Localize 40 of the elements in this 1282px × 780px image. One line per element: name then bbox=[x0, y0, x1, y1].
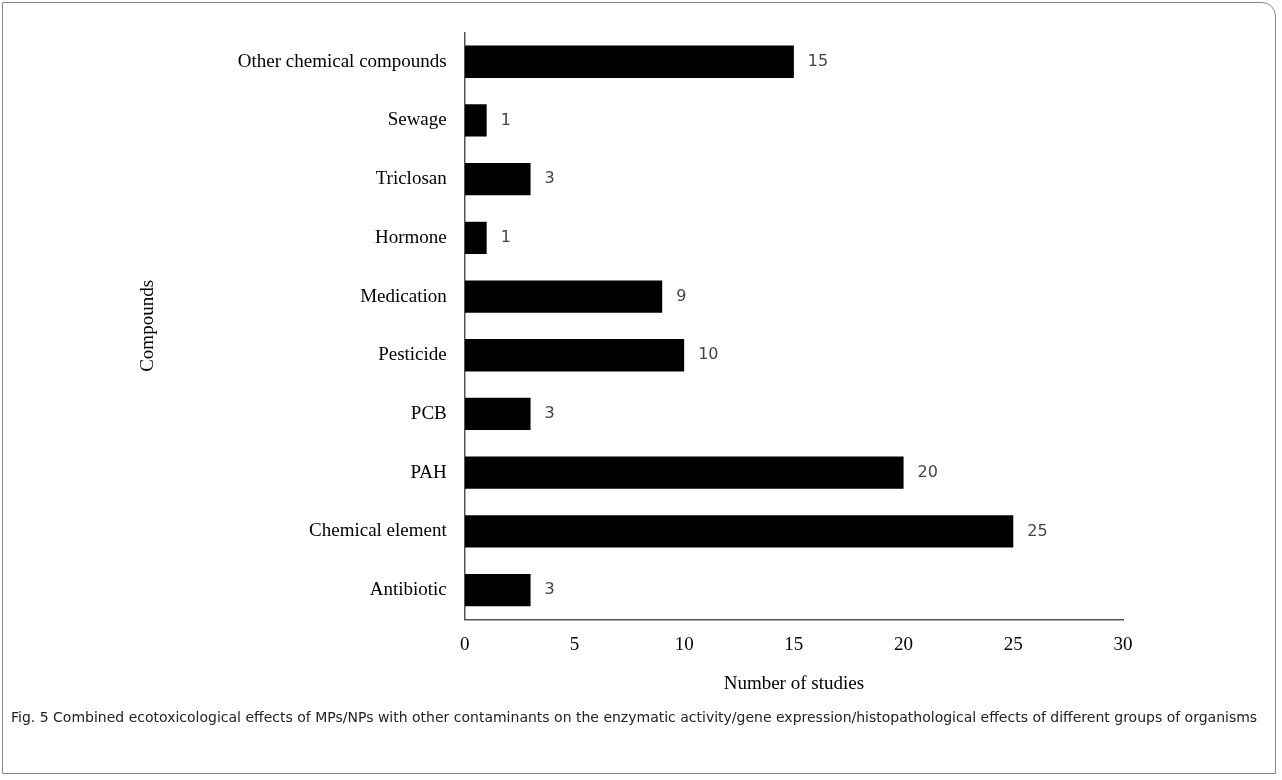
x-tick-label: 20 bbox=[894, 632, 914, 654]
bar bbox=[464, 573, 531, 607]
y-tick-label: Triclosan bbox=[375, 167, 448, 189]
y-tick-label: Antibiotic bbox=[369, 578, 447, 600]
y-tick-label: Hormone bbox=[374, 225, 447, 247]
x-tick-label: 25 bbox=[1003, 632, 1023, 654]
data-label: 25 bbox=[1027, 520, 1048, 540]
bar bbox=[464, 104, 487, 137]
caption: Fig. 5 Combined ecotoxicological effects of MPs/NPs with other contaminants on the enzymatic activity/gene expression/histopathological effects of different groups of organisms bbox=[11, 708, 1259, 727]
y-tick-label: Other chemical compounds bbox=[237, 49, 447, 71]
y-axis-title: Compounds bbox=[136, 279, 158, 372]
x-tick-label: 0 bbox=[459, 632, 470, 654]
data-label: 1 bbox=[500, 109, 511, 129]
data-label: 1 bbox=[500, 227, 511, 247]
data-label: 15 bbox=[807, 50, 829, 70]
data-label: 9 bbox=[676, 285, 687, 305]
y-tick-label: Chemical element bbox=[309, 519, 448, 541]
y-tick-label: PAH bbox=[410, 460, 448, 482]
data-label: 3 bbox=[544, 403, 555, 423]
bar bbox=[464, 515, 1014, 548]
x-tick-label: 15 bbox=[784, 632, 804, 654]
bar bbox=[464, 280, 663, 313]
x-tick-label: 5 bbox=[569, 632, 580, 654]
x-axis-title: Number of studies bbox=[723, 671, 865, 693]
bar bbox=[464, 45, 794, 78]
y-tick-label: Sewage bbox=[387, 108, 447, 130]
data-label: 20 bbox=[917, 461, 938, 481]
bar bbox=[464, 163, 531, 196]
data-label: 3 bbox=[544, 168, 555, 188]
y-tick-label: Pesticide bbox=[378, 343, 447, 365]
x-tick-label: 10 bbox=[674, 632, 694, 654]
bar bbox=[464, 397, 531, 431]
y-tick-label: Medication bbox=[360, 284, 448, 306]
bar bbox=[464, 456, 904, 489]
data-label: 10 bbox=[698, 344, 719, 364]
x-tick-label: 30 bbox=[1113, 632, 1133, 654]
bar bbox=[464, 339, 685, 372]
data-label: 3 bbox=[544, 579, 555, 599]
bar bbox=[464, 221, 487, 254]
y-tick-label: PCB bbox=[410, 401, 447, 423]
